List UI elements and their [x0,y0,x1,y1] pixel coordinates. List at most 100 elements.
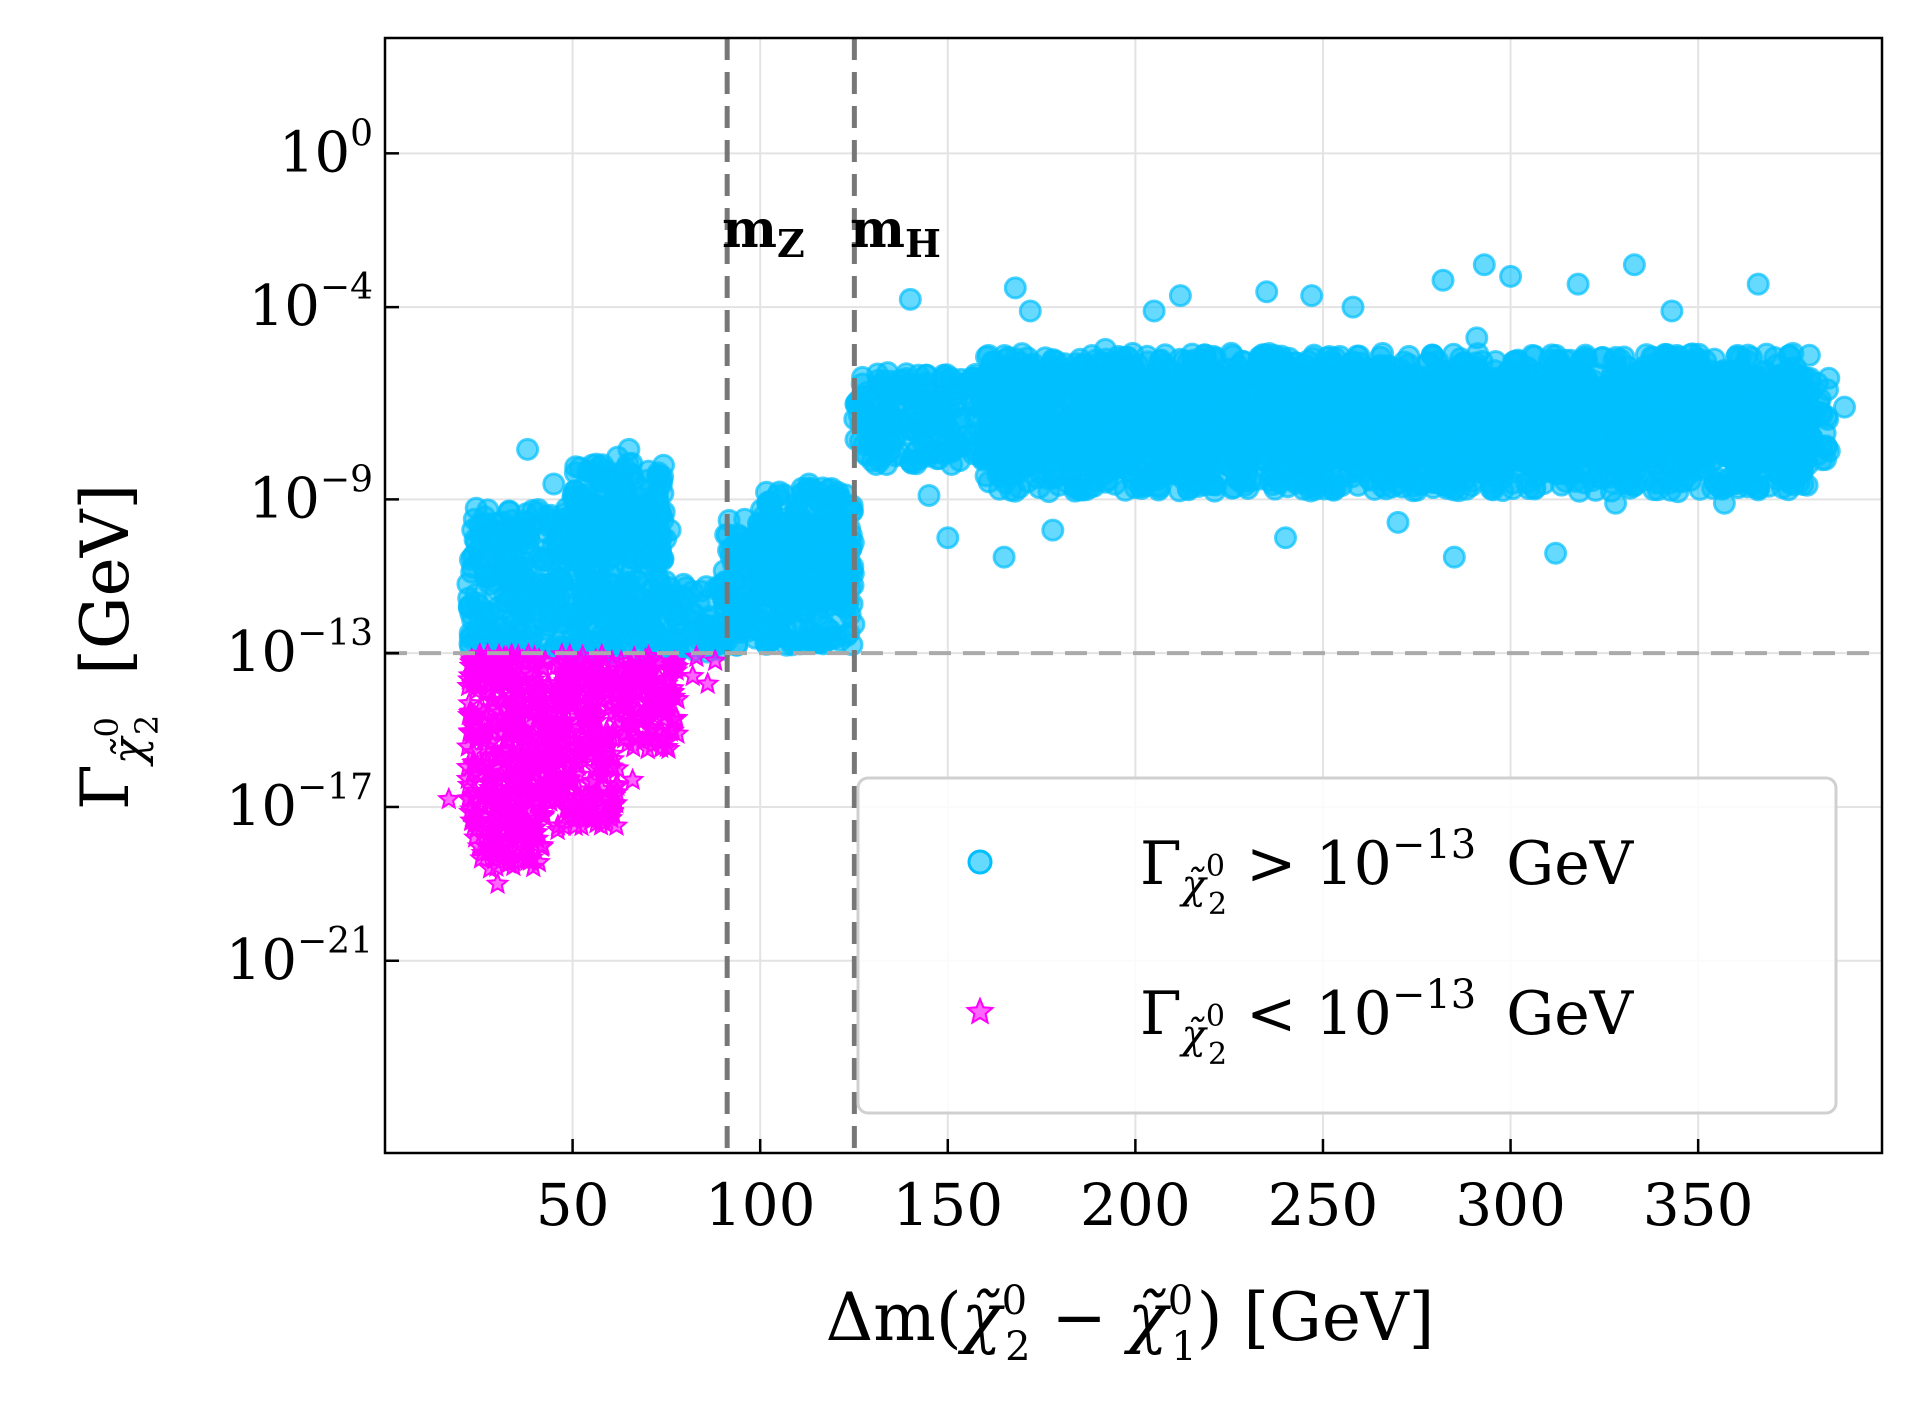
data-point [1100,403,1124,427]
data-point [993,470,1017,494]
data-point [1118,361,1142,385]
data-point [1086,445,1110,469]
data-point [1291,470,1315,493]
data-point [1176,476,1200,500]
data-point [936,526,960,550]
data-point [767,530,791,554]
data-point [612,633,636,657]
data-point [877,440,901,464]
data-point [1694,349,1718,373]
data-point [1261,473,1285,497]
data-point [673,587,697,611]
data-point [643,553,667,577]
data-point [1032,407,1056,431]
data-point [1472,253,1496,277]
data-point [1799,380,1823,404]
data-point [1142,299,1166,323]
data-point [936,430,960,454]
data-point [1122,453,1146,477]
data-point [568,456,592,480]
data-point [660,628,683,652]
data-point [1761,368,1785,392]
data-point [1547,368,1571,392]
data-point [898,380,922,404]
data-point [1387,465,1411,489]
data-point [605,600,629,624]
data-point [1588,444,1611,468]
data-point [1294,379,1318,403]
data-point [1695,382,1719,406]
data-point [516,437,540,461]
data-point [861,387,885,411]
data-point [1611,384,1635,408]
data-point [1198,368,1222,392]
data-point [1271,412,1295,436]
data-point [497,499,521,523]
data-point [1048,372,1072,396]
data-point [1574,391,1598,415]
data-point [990,357,1013,381]
data-point [561,595,585,619]
data-point [1746,272,1770,296]
data-point [947,372,971,396]
data-point [766,483,790,507]
data-point [1769,464,1793,488]
data-point [636,468,660,492]
data-point [1481,478,1505,502]
data-point [1071,354,1095,378]
data-point [767,603,791,627]
data-point [853,441,877,465]
data-point [1686,434,1710,458]
data-point [973,418,997,442]
data-point [572,487,596,511]
data-point [1544,541,1568,565]
data-point [617,437,641,461]
data-point [1367,384,1391,408]
data-point [1416,364,1440,388]
data-point [1198,472,1222,496]
data-point [1634,343,1658,367]
data-point [1559,421,1583,445]
data-point [658,518,682,542]
data-point [1018,299,1042,323]
data-point [1011,454,1035,478]
data-point [1537,348,1561,372]
data-point [493,584,517,607]
data-point [1292,353,1316,377]
data-point [478,603,502,627]
data-point [1660,299,1684,323]
data-point [1161,387,1185,411]
data-point [1386,426,1410,450]
data-point [1003,276,1027,300]
data-point [1757,387,1781,411]
data-point [1149,456,1173,480]
data-point [1452,352,1476,376]
data-point [696,614,720,638]
data-point [542,472,566,496]
data-point [1232,469,1256,493]
data-point [1093,337,1117,361]
data-point [992,545,1016,569]
data-point [1246,364,1270,388]
data-point [1116,426,1140,450]
data-point [1079,475,1102,499]
data-point [1622,253,1646,277]
data-point [831,545,855,569]
data-point [1349,376,1372,400]
data-point [1255,280,1279,304]
data-point [1435,451,1459,475]
data-point [1274,526,1297,550]
data-point [1319,461,1342,484]
data-point [1168,284,1192,308]
data-point [1180,457,1204,481]
data-point [1217,392,1241,416]
data-point [1031,440,1055,464]
data-point [1646,478,1670,502]
data-point [1679,468,1703,492]
data-point [1011,403,1035,427]
data-point [1724,384,1748,408]
data-point [1041,459,1065,483]
data-point [1274,387,1297,411]
data-point [1499,361,1523,384]
data-point [1833,395,1856,419]
